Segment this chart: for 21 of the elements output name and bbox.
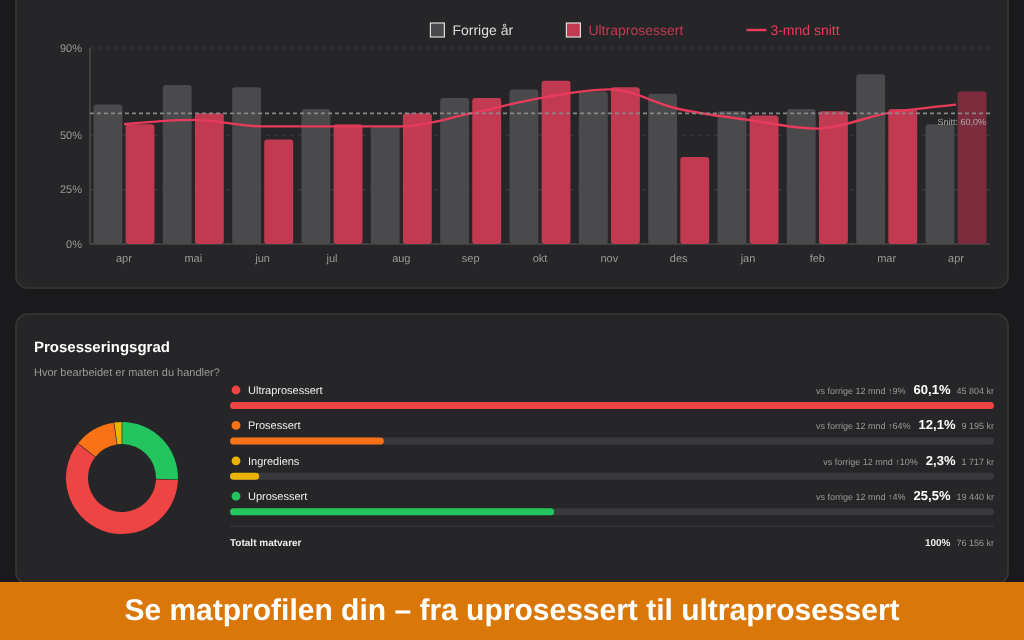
- bar: [888, 108, 918, 244]
- donut-slice: [114, 422, 122, 445]
- bar: [333, 124, 363, 244]
- bar: [610, 87, 640, 244]
- banner: Se matprofilen din – fra uprosessert til ultraprosessert: [0, 582, 1024, 640]
- bar: [402, 113, 432, 244]
- bar: [125, 124, 155, 244]
- bar: [194, 113, 224, 244]
- bar: [680, 156, 710, 244]
- donut-slice: [78, 422, 117, 457]
- donut-slice: [66, 443, 178, 534]
- bar: [541, 80, 571, 244]
- bar: [472, 98, 502, 244]
- bar: [818, 111, 848, 244]
- line-series: [122, 88, 958, 130]
- donut-slice: [122, 422, 178, 480]
- bar: [264, 139, 294, 244]
- bar: [957, 91, 987, 244]
- bar: [749, 115, 779, 244]
- bar: [230, 472, 260, 480]
- bar: [230, 437, 384, 445]
